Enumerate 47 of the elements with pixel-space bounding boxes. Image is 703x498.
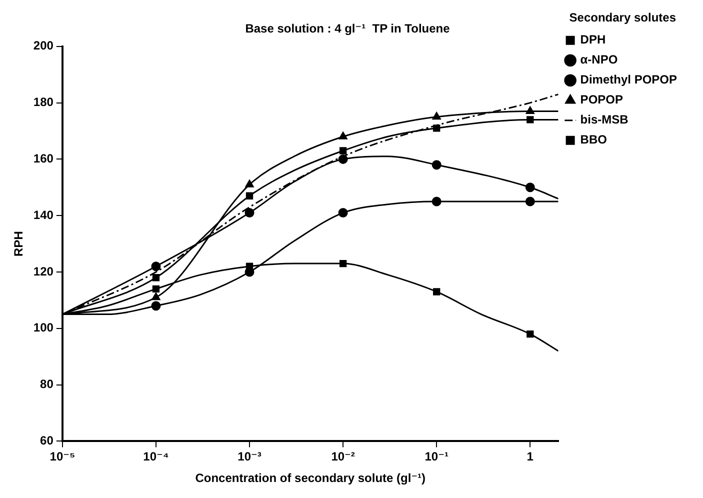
point	[246, 192, 254, 200]
y-tick-label: 140	[33, 208, 54, 222]
legend-label: DPH	[580, 32, 606, 47]
point	[432, 160, 442, 170]
point	[246, 262, 254, 270]
point	[526, 106, 534, 114]
legend-label: POPOP	[580, 92, 623, 107]
y-tick-label: 120	[33, 264, 54, 278]
x-tick-label: 10⁻²	[331, 450, 355, 464]
point	[526, 330, 534, 338]
chart-title: Base solution : 4 gl⁻¹ TP in Toluene	[245, 22, 450, 36]
y-axis-title: RPH	[12, 231, 26, 256]
legend-label: Dimethyl POPOP	[580, 72, 678, 87]
point	[152, 292, 160, 300]
point	[432, 112, 441, 120]
legend-label: BBO	[580, 132, 607, 147]
x-tick-label: 10⁻⁵	[50, 450, 76, 464]
y-tick-label: 60	[40, 434, 54, 448]
point	[525, 196, 535, 206]
legend-title: Secondary solutes	[569, 10, 676, 24]
x-tick-label: 10⁻³	[238, 450, 262, 464]
y-tick-label: 180	[33, 95, 54, 110]
legend-label: bis-MSB	[580, 112, 629, 127]
point	[245, 180, 254, 188]
point	[432, 196, 442, 206]
point	[152, 285, 160, 292]
y-tick-label: 200	[33, 38, 54, 53]
point	[152, 274, 160, 282]
x-tick-label: 10⁻⁴	[143, 450, 169, 464]
point	[338, 154, 348, 164]
legend-label: α-NPO	[580, 52, 618, 67]
point	[338, 132, 348, 140]
point	[525, 182, 535, 192]
y-tick-label: 100	[33, 320, 54, 335]
point	[151, 301, 161, 311]
y-tick-label: 80	[40, 377, 54, 392]
point	[339, 147, 347, 154]
point	[244, 208, 254, 218]
x-tick-label: 1	[526, 450, 534, 464]
x-axis-title: Concentration of secondary solute (gl⁻¹)	[195, 471, 426, 486]
point	[151, 262, 161, 272]
x-tick-label: 10⁻¹	[424, 450, 448, 464]
point	[433, 288, 440, 296]
point	[338, 208, 348, 218]
y-tick-label: 160	[33, 152, 54, 166]
point	[339, 260, 347, 268]
point	[526, 116, 534, 124]
